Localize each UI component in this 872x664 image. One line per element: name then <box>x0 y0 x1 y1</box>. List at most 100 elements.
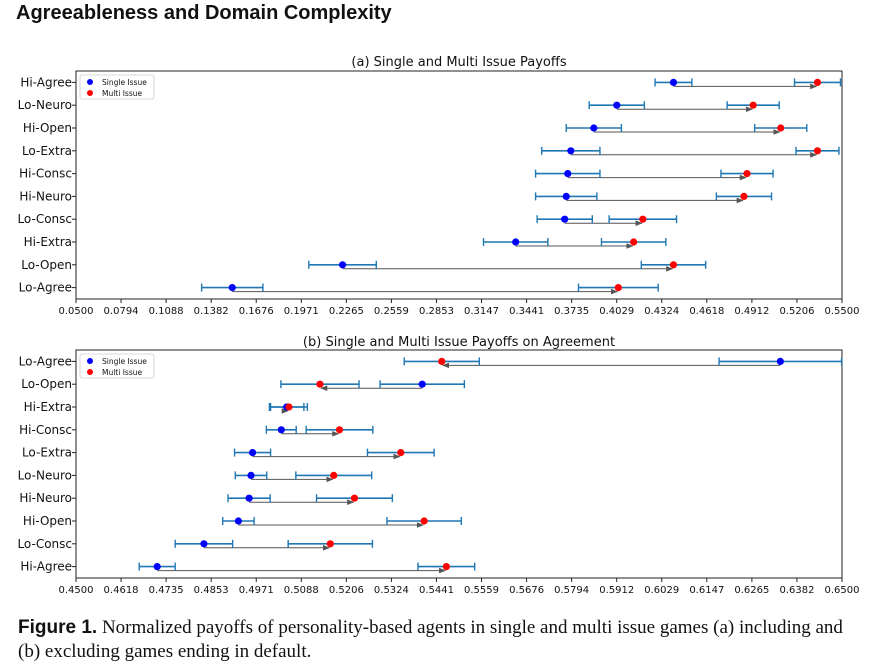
y-tick-label: Lo-Neuro <box>18 468 72 482</box>
x-tick-label: 0.5206 <box>779 306 814 317</box>
y-tick-label: Hi-Neuro <box>19 189 72 203</box>
x-tick-label: 0.1088 <box>149 306 184 317</box>
x-tick-label: 0.5794 <box>554 585 589 596</box>
multi-issue-point <box>740 192 748 200</box>
x-tick-label: 0.5206 <box>329 585 364 596</box>
single-issue-point <box>561 215 569 223</box>
single-issue-point <box>338 261 347 269</box>
x-tick-label: 0.5912 <box>599 585 634 596</box>
y-tick-label: Hi-Consc <box>19 167 72 181</box>
multi-issue-point <box>420 517 428 525</box>
y-tick-label: Lo-Open <box>21 258 72 272</box>
y-tick-label: Hi-Open <box>23 514 72 528</box>
x-tick-label: 0.2853 <box>419 306 454 317</box>
multi-issue-point <box>813 147 822 155</box>
single-issue-point <box>512 238 520 246</box>
legend-label: Single Issue <box>102 357 147 366</box>
x-tick-label: 0.1676 <box>239 306 274 317</box>
x-tick-label: 0.4618 <box>689 306 724 317</box>
y-tick-label: Hi-Neuro <box>19 491 72 505</box>
single-issue-point <box>590 124 598 132</box>
single-issue-point <box>228 284 236 292</box>
x-tick-label: 0.6029 <box>644 585 679 596</box>
y-tick-label: Hi-Extra <box>24 400 72 414</box>
x-tick-label: 0.0500 <box>59 306 94 317</box>
single-issue-point <box>234 517 242 525</box>
x-tick-label: 0.4500 <box>59 585 94 596</box>
single-issue-point <box>613 101 621 109</box>
caption-label: Figure 1. <box>18 617 98 638</box>
single-issue-point <box>776 357 784 365</box>
multi-issue-point <box>397 449 405 457</box>
legend-marker <box>87 79 93 85</box>
x-tick-label: 0.6265 <box>734 585 769 596</box>
multi-issue-point <box>749 101 757 109</box>
x-tick-label: 0.3735 <box>554 306 589 317</box>
x-tick-label: 0.3147 <box>464 306 499 317</box>
x-tick-label: 0.0794 <box>104 306 139 317</box>
multi-issue-point <box>813 78 822 86</box>
legend-label: Multi Issue <box>102 368 142 377</box>
multi-issue-point <box>438 357 446 365</box>
x-tick-label: 0.3441 <box>509 306 544 317</box>
x-tick-label: 0.4735 <box>149 585 184 596</box>
x-tick-label: 0.4324 <box>644 306 679 317</box>
plot-frame <box>75 349 843 579</box>
multi-issue-point <box>350 494 359 502</box>
y-tick-label: Hi-Extra <box>24 235 72 249</box>
single-issue-point <box>200 540 208 548</box>
x-tick-label: 0.4971 <box>239 585 274 596</box>
legend-label: Single Issue <box>102 78 147 87</box>
y-tick-label: Hi-Open <box>23 121 72 135</box>
single-issue-point <box>562 192 570 200</box>
legend-label: Multi Issue <box>102 89 142 98</box>
x-tick-label: 0.5559 <box>464 585 499 596</box>
x-tick-label: 0.5500 <box>825 306 860 317</box>
multi-issue-point <box>639 215 647 223</box>
chart-title: (a) Single and Multi Issue Payoffs <box>351 55 566 70</box>
y-tick-label: Lo-Extra <box>22 144 72 158</box>
y-tick-label: Lo-Consc <box>17 537 72 551</box>
x-tick-label: 0.4618 <box>104 585 139 596</box>
multi-issue-point <box>669 261 678 269</box>
single-issue-point <box>153 563 161 571</box>
single-issue-point <box>248 449 257 457</box>
single-issue-point <box>669 78 678 86</box>
multi-issue-point <box>777 124 785 132</box>
multi-issue-point <box>316 380 324 388</box>
single-issue-point <box>564 170 572 178</box>
x-tick-label: 0.2559 <box>374 306 409 317</box>
legend-box <box>79 353 155 379</box>
legend-box <box>79 74 155 100</box>
single-issue-point <box>245 494 253 502</box>
multi-issue-point <box>326 540 334 548</box>
y-tick-label: Hi-Agree <box>20 75 72 89</box>
multi-issue-point <box>630 238 638 246</box>
multi-issue-point <box>743 170 751 178</box>
plot-frame <box>75 70 843 300</box>
multi-issue-point <box>330 471 338 479</box>
x-tick-label: 0.5676 <box>509 585 544 596</box>
y-tick-label: Hi-Agree <box>20 560 72 574</box>
x-tick-label: 0.5088 <box>284 585 319 596</box>
legend-marker <box>87 369 93 375</box>
single-issue-point <box>418 380 426 388</box>
multi-issue-point <box>285 403 293 411</box>
x-tick-label: 0.1971 <box>284 306 319 317</box>
multi-issue-point <box>442 563 450 571</box>
single-issue-point <box>567 147 575 155</box>
chart-b: (b) Single and Multi Issue Payoffs on Ag… <box>17 335 859 596</box>
x-tick-label: 0.4853 <box>194 585 229 596</box>
y-tick-label: Hi-Consc <box>19 423 72 437</box>
chart-title: (b) Single and Multi Issue Payoffs on Ag… <box>303 335 615 350</box>
y-tick-label: Lo-Extra <box>22 446 72 460</box>
x-tick-label: 0.6382 <box>779 585 814 596</box>
chart-a: (a) Single and Multi Issue Payoffs 0.0500… <box>17 55 859 317</box>
multi-issue-point <box>335 426 344 434</box>
legend-marker <box>87 358 93 364</box>
legend-marker <box>87 90 93 96</box>
x-tick-label: 0.5441 <box>419 585 454 596</box>
x-tick-label: 0.2265 <box>329 306 364 317</box>
y-tick-label: Lo-Agree <box>19 354 72 368</box>
caption-text: Normalized payoffs of personality-based … <box>18 617 843 662</box>
